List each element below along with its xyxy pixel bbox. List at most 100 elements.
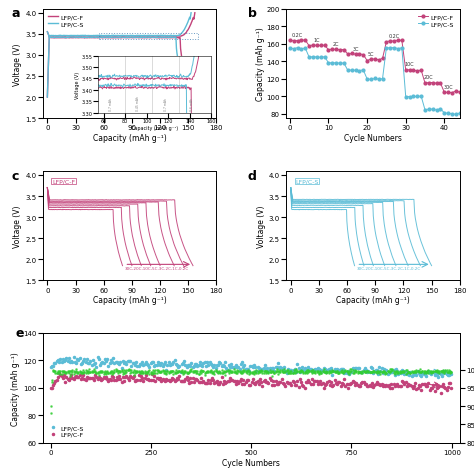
LFP/C-F xyxy=(322,43,328,49)
Text: 1C: 1C xyxy=(314,38,320,43)
Y-axis label: Voltage (V): Voltage (V) xyxy=(257,205,266,248)
Legend: LFP/C-F, LFP/C-S: LFP/C-F, LFP/C-S xyxy=(416,13,456,30)
LFP/C-F xyxy=(360,52,366,58)
LFP/C-S xyxy=(391,46,397,51)
LFP/C-S xyxy=(306,55,312,61)
LFP/C-S xyxy=(356,69,362,74)
LFP/C-S xyxy=(318,55,324,61)
LFP/C-F xyxy=(337,48,343,53)
LFP/C-S xyxy=(448,371,454,377)
LFP/C-S xyxy=(322,55,328,60)
LFP/C-S xyxy=(272,368,277,374)
LFP/C-S xyxy=(380,77,385,82)
LFP/C-S xyxy=(132,363,138,368)
LFP/C-S xyxy=(302,46,308,52)
LFP/C-S xyxy=(176,64,182,69)
LFP/C-S xyxy=(407,95,412,100)
X-axis label: Capacity (mAh g⁻¹): Capacity (mAh g⁻¹) xyxy=(336,296,410,305)
LFP/C-S xyxy=(337,61,343,67)
LFP/C-F xyxy=(422,81,428,87)
LFP/C-F xyxy=(48,385,54,391)
LFP/C-F xyxy=(314,43,320,49)
LFP/C-S xyxy=(387,46,393,52)
LFP/C-S xyxy=(131,35,137,41)
Text: e: e xyxy=(16,327,24,340)
LFP/C-F xyxy=(45,30,50,35)
X-axis label: Cycle Numbers: Cycle Numbers xyxy=(222,458,280,466)
LFP/C-F xyxy=(403,68,409,74)
LFP/C-F xyxy=(457,90,463,96)
LFP/C-S xyxy=(48,364,54,370)
Text: LFP/C-F: LFP/C-F xyxy=(52,179,75,184)
Line: LFP/C-S: LFP/C-S xyxy=(47,33,193,109)
Text: a: a xyxy=(11,7,20,20)
LFP/C-S xyxy=(349,68,355,74)
Line: LFP/C-F: LFP/C-F xyxy=(47,32,198,109)
LFP/C-F xyxy=(329,47,335,53)
Text: 30C,20C,10C,5C,3C,2C,1C,0.2C: 30C,20C,10C,5C,3C,2C,1C,0.2C xyxy=(124,267,189,271)
LFP/C-S xyxy=(438,107,443,112)
LFP/C-F xyxy=(326,48,331,53)
Y-axis label: Capacity (mAh g⁻¹): Capacity (mAh g⁻¹) xyxy=(256,28,265,101)
LFP/C-F xyxy=(395,39,401,44)
LFP/C-S xyxy=(202,359,208,365)
LFP/C-F xyxy=(407,68,412,73)
LFP/C-F xyxy=(318,43,324,49)
LFP/C-F xyxy=(364,59,370,64)
Y-axis label: Voltage (V): Voltage (V) xyxy=(13,43,22,85)
LFP/C-F xyxy=(368,57,374,63)
Legend: LFP/C-S, LFP/C-F: LFP/C-S, LFP/C-F xyxy=(46,423,87,439)
LFP/C-S xyxy=(285,367,291,373)
Line: LFP/C-F: LFP/C-F xyxy=(289,40,461,95)
LFP/C-S xyxy=(364,77,370,82)
LFP/C-F xyxy=(291,39,297,45)
Text: 30C,20C,10C,5C,3C,2C,1C,0.2C: 30C,20C,10C,5C,3C,2C,1C,0.2C xyxy=(356,267,421,271)
LFP/C-S xyxy=(449,112,455,118)
LFP/C-F xyxy=(132,378,138,384)
Text: 0.2C: 0.2C xyxy=(389,33,400,39)
LFP/C-F xyxy=(446,90,451,96)
LFP/C-F xyxy=(302,38,308,44)
LFP/C-F xyxy=(134,36,139,41)
Text: 20C: 20C xyxy=(424,75,434,80)
Line: LFP/C-S: LFP/C-S xyxy=(50,356,452,378)
LFP/C-F xyxy=(438,390,443,396)
LFP/C-F xyxy=(306,44,312,50)
LFP/C-F xyxy=(181,64,186,70)
LFP/C-F xyxy=(171,35,177,41)
Text: 10C: 10C xyxy=(405,62,414,67)
Legend: LFP/C-F, LFP/C-S: LFP/C-F, LFP/C-S xyxy=(46,13,87,30)
LFP/C-S xyxy=(453,112,459,118)
LFP/C-F xyxy=(430,80,436,86)
LFP/C-F xyxy=(392,383,398,389)
LFP/C-S xyxy=(403,94,409,100)
LFP/C-F xyxy=(341,48,347,53)
LFP/C-F xyxy=(356,52,362,58)
LFP/C-F xyxy=(383,40,389,45)
LFP/C-S xyxy=(309,368,315,374)
LFP/C-S xyxy=(368,78,374,83)
LFP/C-F xyxy=(387,39,393,45)
LFP/C-F xyxy=(285,380,291,386)
LFP/C-S xyxy=(457,111,463,117)
Text: 5C: 5C xyxy=(368,51,374,57)
LFP/C-F xyxy=(349,51,355,57)
LFP/C-S xyxy=(422,108,428,113)
LFP/C-S xyxy=(392,372,398,378)
LFP/C-S xyxy=(295,46,301,51)
LFP/C-S xyxy=(430,107,436,113)
LFP/C-S xyxy=(360,68,366,74)
LFP/C-F xyxy=(134,36,140,41)
LFP/C-F xyxy=(309,377,315,382)
LFP/C-F xyxy=(56,371,62,377)
LFP/C-F xyxy=(372,57,378,63)
LFP/C-F xyxy=(410,69,416,74)
LFP/C-S xyxy=(134,35,139,41)
Text: b: b xyxy=(248,7,256,20)
LFP/C-S xyxy=(131,35,137,40)
LFP/C-S xyxy=(446,111,451,117)
LFP/C-S xyxy=(399,46,405,51)
Y-axis label: Voltage (V): Voltage (V) xyxy=(13,205,22,248)
LFP/C-F xyxy=(391,39,397,45)
LFP/C-F xyxy=(345,52,351,58)
